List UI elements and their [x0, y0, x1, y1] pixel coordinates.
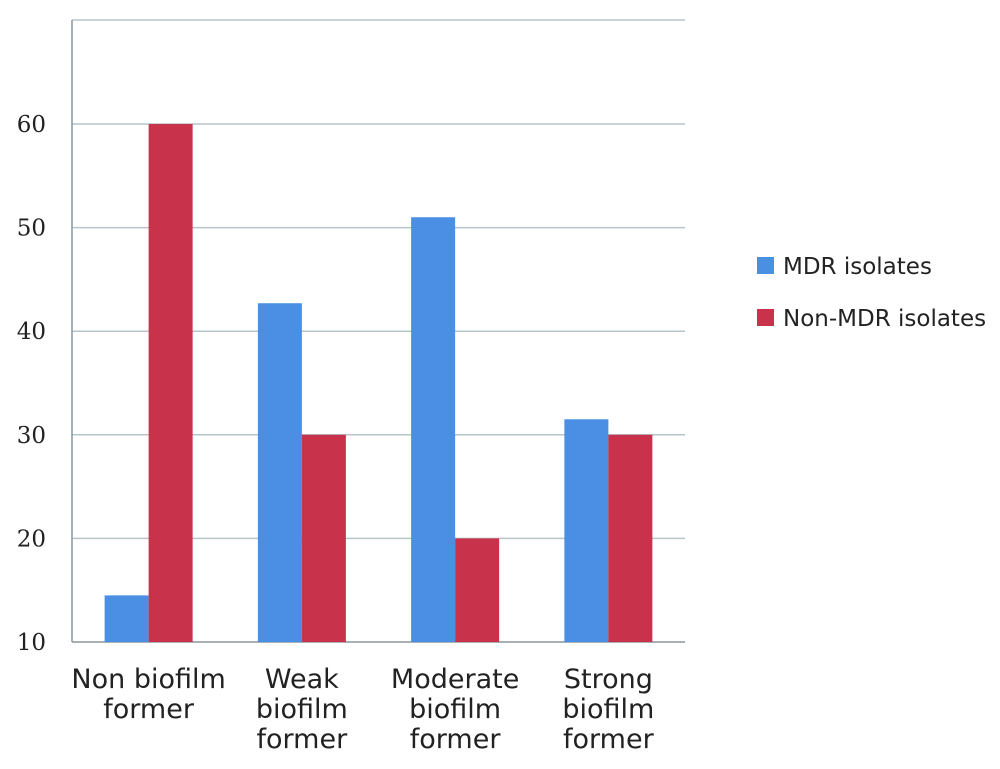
legend-swatch-mdr [757, 257, 774, 274]
bar-mdr-1 [104, 595, 149, 642]
y-axis-ticks: 10 20 30 40 50 60 [17, 112, 46, 656]
legend: MDR isolates Non-MDR isolates [757, 254, 986, 332]
bar-mdr-4 [564, 419, 609, 642]
y-tick-label-10: 10 [17, 630, 46, 656]
bar-non-mdr-3 [455, 538, 500, 642]
y-tick-label-20: 20 [17, 526, 46, 552]
x-axis-categories: Non biofilm former Weak biofilm former Modera… [71, 664, 654, 755]
y-tick-label-30: 30 [17, 423, 46, 449]
y-tick-label-60: 60 [17, 112, 46, 138]
x-category-label-4: Strong biofilm former [562, 664, 654, 755]
y-tick-label-50: 50 [17, 216, 46, 242]
bars [104, 124, 653, 643]
x-category-label-2: Weak biofilm former [256, 664, 348, 755]
x-category-label-1: Non biofilm former [71, 664, 225, 725]
legend-label-mdr: MDR isolates [783, 254, 932, 280]
bar-mdr-2 [257, 303, 302, 642]
bar-mdr-3 [411, 217, 456, 643]
bar-non-mdr-4 [608, 434, 653, 642]
x-category-label-3: Moderate biofilm former [391, 664, 519, 755]
bar-non-mdr-1 [148, 124, 193, 642]
legend-swatch-non-mdr [757, 309, 774, 326]
legend-label-non-mdr: Non-MDR isolates [783, 306, 986, 332]
bar-non-mdr-2 [301, 434, 346, 642]
y-tick-label-40: 40 [17, 319, 46, 345]
